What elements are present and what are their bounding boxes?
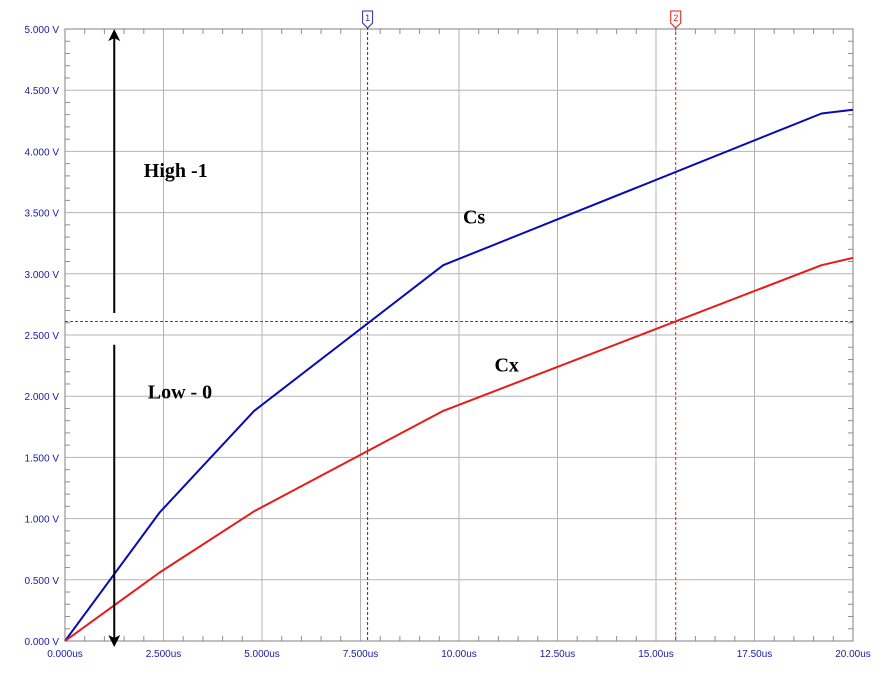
y-tick-label: 2.000 V — [25, 392, 60, 403]
x-tick-label: 5.000us — [244, 649, 280, 660]
cursor-flag-2[interactable]: 2 — [670, 10, 682, 29]
x-tick-label: 0.000us — [47, 649, 83, 660]
y-tick-label: 3.500 V — [25, 209, 60, 220]
y-tick-label: 1.000 V — [25, 515, 60, 526]
cursor-flag-label: 1 — [365, 13, 370, 23]
x-tick-label: 12.50us — [540, 649, 576, 660]
annotation-1: Low - 0 — [148, 382, 212, 404]
series-line-cs — [64, 108, 854, 642]
x-tick-label: 7.500us — [343, 649, 379, 660]
y-tick-label: 4.500 V — [25, 86, 60, 97]
annotations: High -1 Low - 0 Cs Cx — [144, 160, 519, 404]
cursor-flag-shape[interactable] — [362, 10, 374, 29]
x-tick-label: 17.50us — [737, 649, 773, 660]
x-tick-label: 10.00us — [441, 649, 477, 660]
y-tick-label: 4.000 V — [25, 147, 60, 158]
series-line-cx — [64, 256, 854, 642]
y-tick-label: 5.000 V — [25, 25, 60, 36]
cursor-flag-shape[interactable] — [670, 10, 682, 29]
grid — [64, 28, 854, 642]
y-tick-label: 0.500 V — [25, 576, 60, 587]
x-tick-label: 20.00us — [835, 649, 871, 660]
cursor-flag-label: 2 — [673, 13, 678, 23]
x-tick-label: 2.500us — [146, 649, 182, 660]
annotation-2: Cs — [463, 207, 485, 229]
cursor-flag-1[interactable]: 1 — [362, 10, 374, 29]
y-tick-label: 3.000 V — [25, 270, 60, 281]
annotation-0: High -1 — [144, 160, 208, 182]
plot-frame — [64, 28, 854, 642]
tick-labels: 0.000us 2.500us 5.000us 7.500us 10.00us 12.50… — [25, 25, 871, 660]
y-tick-label: 2.500 V — [25, 331, 60, 342]
series — [64, 108, 854, 642]
annotation-3: Cx — [494, 355, 518, 377]
x-tick-label: 15.00us — [638, 649, 674, 660]
y-tick-label: 0.000 V — [25, 637, 60, 648]
minor-ticks — [65, 29, 853, 641]
y-tick-label: 1.500 V — [25, 453, 60, 464]
